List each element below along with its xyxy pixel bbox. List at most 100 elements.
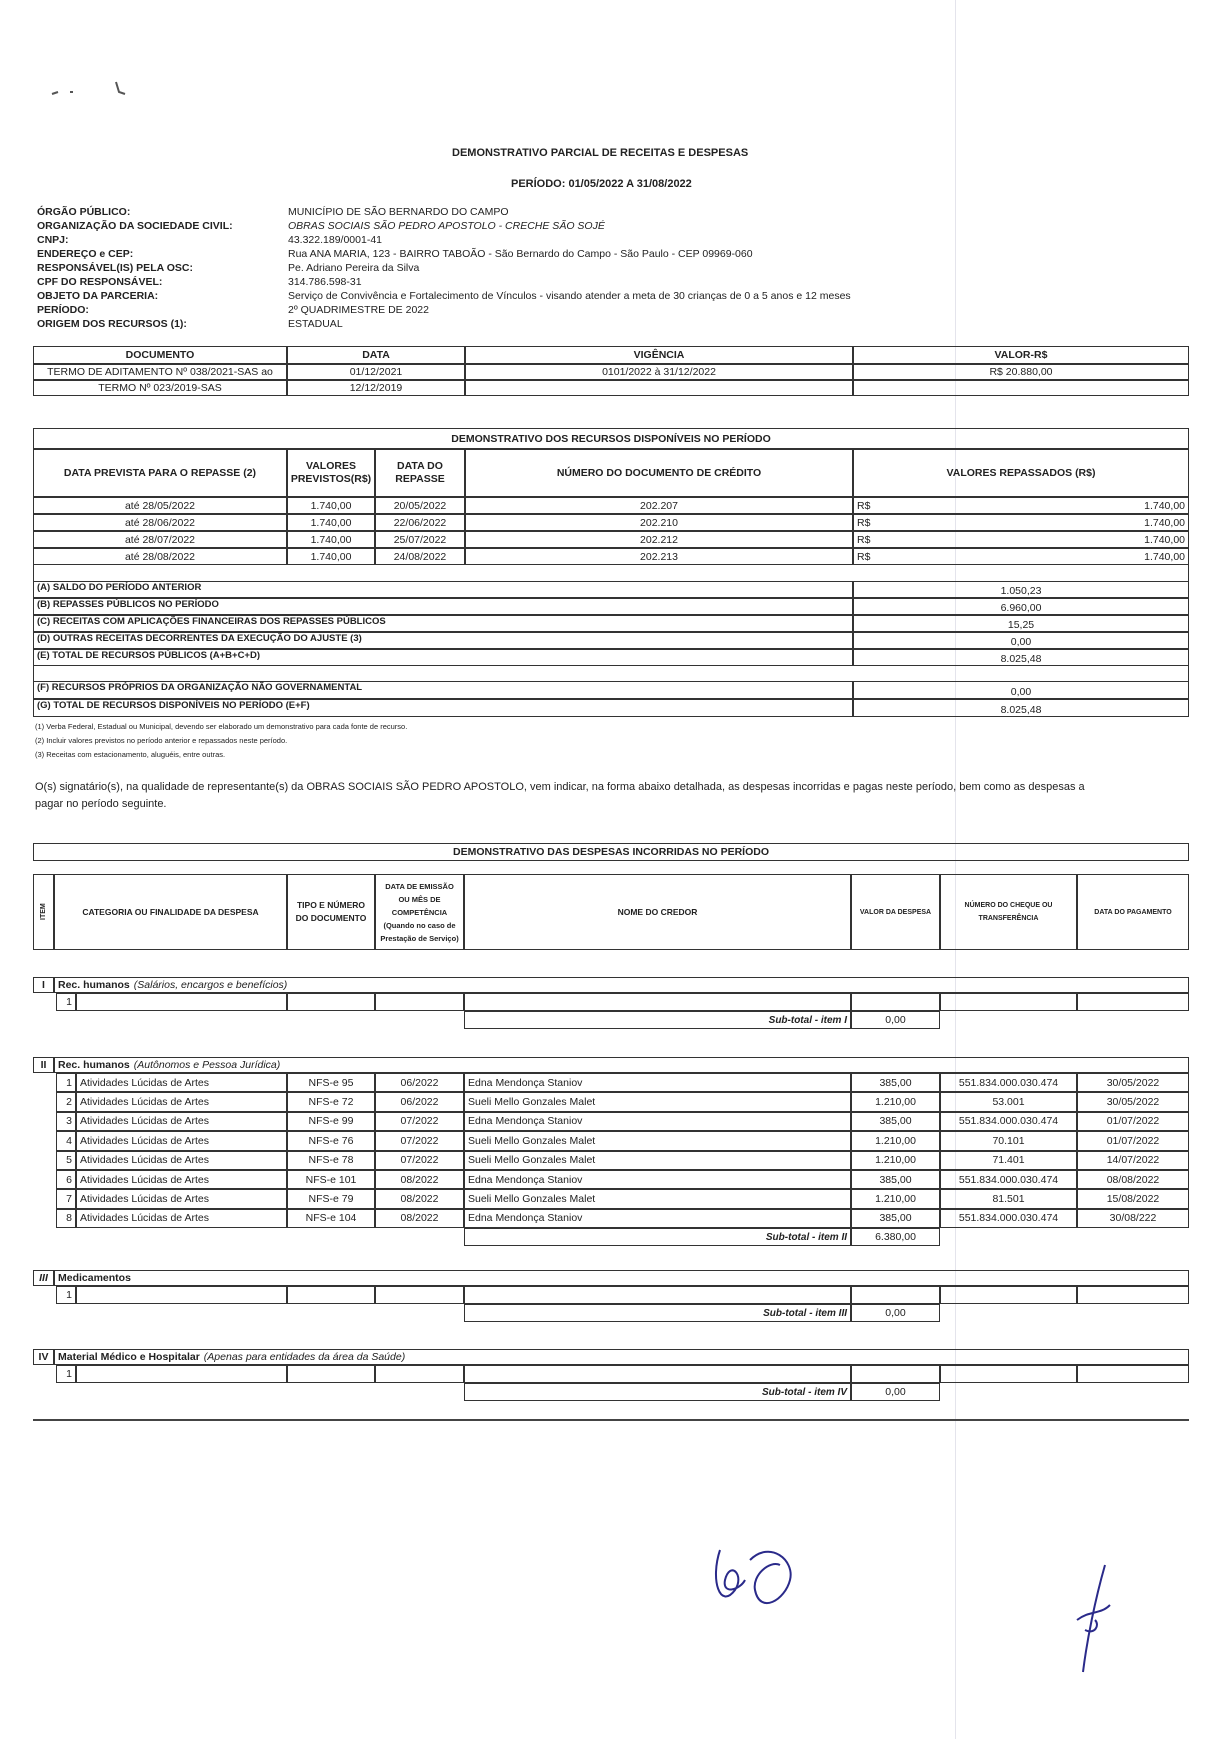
expense-cell: 1 bbox=[56, 1073, 76, 1093]
period-header: PERÍODO: 01/05/2022 A 31/08/2022 bbox=[511, 178, 692, 190]
expense-cell: 14/07/2022 bbox=[1077, 1150, 1189, 1170]
doc-cell: R$ 20.880,00 bbox=[853, 364, 1189, 380]
expense-cell: 30/05/2022 bbox=[1077, 1073, 1189, 1093]
spacer bbox=[33, 565, 1189, 581]
recursos-cell: 1.740,00 bbox=[287, 531, 375, 548]
expense-cell: 385,00 bbox=[851, 1170, 940, 1190]
doc-cell: TERMO DE ADITAMENTO Nº 038/2021-SAS ao bbox=[33, 364, 287, 380]
expense-cell: 551.834.000.030.474 bbox=[940, 1111, 1077, 1132]
summary-label: (C) RECEITAS COM APLICAÇÕES FINANCEIRAS … bbox=[33, 615, 853, 632]
expense-cell: Edna Mendonça Staniov bbox=[464, 1073, 851, 1093]
recursos-cell: 20/05/2022 bbox=[375, 497, 465, 514]
recursos-cell: 25/07/2022 bbox=[375, 531, 465, 548]
expense-cell bbox=[851, 1286, 940, 1304]
info-label: ORGANIZAÇÃO DA SOCIEDADE CIVIL: bbox=[37, 220, 233, 232]
info-value: OBRAS SOCIAIS SÃO PEDRO APOSTOLO - CRECH… bbox=[288, 220, 605, 232]
expense-cell: 385,00 bbox=[851, 1073, 940, 1093]
summary-label: (F) RECURSOS PRÓPRIOS DA ORGANIZAÇÃO NÃO… bbox=[33, 681, 853, 699]
expense-cell: Sueli Mello Gonzales Malet bbox=[464, 1150, 851, 1170]
doc-header: DOCUMENTO bbox=[33, 346, 287, 364]
expense-cell bbox=[464, 1286, 851, 1304]
despesas-title: DEMONSTRATIVO DAS DESPESAS INCORRIDAS NO… bbox=[33, 843, 1189, 861]
recursos-header: NÚMERO DO DOCUMENTO DE CRÉDITO bbox=[465, 449, 853, 497]
subtotal-label: Sub-total - item I bbox=[464, 1011, 851, 1029]
doc-cell: 01/12/2021 bbox=[287, 364, 465, 380]
expense-cell bbox=[1077, 993, 1189, 1011]
section-header: Material Médico e Hospitalar (Apenas para… bbox=[54, 1349, 1189, 1365]
section-title: Material Médico e Hospitalar bbox=[58, 1351, 200, 1363]
section-numeral: II bbox=[33, 1057, 54, 1073]
expense-cell: 1.210,00 bbox=[851, 1150, 940, 1170]
expense-cell bbox=[464, 1365, 851, 1383]
expense-cell: Sueli Mello Gonzales Malet bbox=[464, 1189, 851, 1209]
statement-paragraph: O(s) signatário(s), na qualidade de repr… bbox=[35, 781, 1085, 793]
expense-cell: Sueli Mello Gonzales Malet bbox=[464, 1131, 851, 1151]
expense-cell: NFS-e 79 bbox=[287, 1189, 375, 1209]
section-header: Rec. humanos (Autônomos e Pessoa Jurídica… bbox=[54, 1057, 1189, 1073]
summary-label: (D) OUTRAS RECEITAS DECORRENTES DA EXECU… bbox=[33, 632, 853, 649]
expense-cell: Atividades Lúcidas de Artes bbox=[76, 1170, 287, 1190]
doc-cell bbox=[853, 380, 1189, 396]
expense-cell: Atividades Lúcidas de Artes bbox=[76, 1189, 287, 1209]
info-value: Serviço de Convivência e Fortalecimento … bbox=[288, 290, 851, 302]
despesas-header: DATA DE EMISSÃO OU MÊS DE COMPETÊNCIA (Q… bbox=[375, 874, 464, 950]
expense-cell: 5 bbox=[56, 1150, 76, 1170]
recursos-value: R$ bbox=[857, 516, 871, 529]
info-label: CNPJ: bbox=[37, 234, 69, 246]
expense-cell: Sueli Mello Gonzales Malet bbox=[464, 1092, 851, 1112]
recursos-cell: até 28/07/2022 bbox=[33, 531, 287, 548]
section-numeral: III bbox=[33, 1270, 54, 1286]
expense-cell: 2 bbox=[56, 1092, 76, 1112]
summary-value: 8.025,48 bbox=[853, 649, 1189, 666]
expense-cell bbox=[287, 1365, 375, 1383]
despesas-header: NÚMERO DO CHEQUE OU TRANSFERÊNCIA bbox=[940, 874, 1077, 950]
spacer bbox=[33, 666, 1189, 681]
recursos-cell: 202.207 bbox=[465, 497, 853, 514]
summary-value: 15,25 bbox=[853, 615, 1189, 632]
expense-cell: Edna Mendonça Staniov bbox=[464, 1170, 851, 1190]
despesas-header: ITEM bbox=[33, 874, 54, 950]
signature-2 bbox=[1076, 1564, 1111, 1673]
expense-cell: 53.001 bbox=[940, 1092, 1077, 1112]
expense-cell: Atividades Lúcidas de Artes bbox=[76, 1150, 287, 1170]
recursos-value: 1.740,00 bbox=[1144, 550, 1185, 563]
expense-cell bbox=[940, 993, 1077, 1011]
expense-cell: 551.834.000.030.474 bbox=[940, 1170, 1077, 1190]
recursos-value: 1.740,00 bbox=[1144, 499, 1185, 512]
expense-cell: 551.834.000.030.474 bbox=[940, 1073, 1077, 1093]
expense-cell: 07/2022 bbox=[375, 1131, 464, 1151]
recursos-cell: 1.740,00 bbox=[287, 514, 375, 531]
valor-repassado-cell: R$ 1.740,00 bbox=[853, 531, 1189, 548]
subtotal-value: 6.380,00 bbox=[851, 1228, 940, 1247]
section-numeral: I bbox=[33, 977, 54, 993]
summary-label: (E) TOTAL DE RECURSOS PÚBLICOS (A+B+C+D) bbox=[33, 649, 853, 666]
expense-cell: 1 bbox=[56, 1365, 76, 1383]
recursos-cell: 202.210 bbox=[465, 514, 853, 531]
summary-value: 6.960,00 bbox=[853, 598, 1189, 615]
subtotal-label: Sub-total - item III bbox=[464, 1304, 851, 1322]
expense-cell: Atividades Lúcidas de Artes bbox=[76, 1208, 287, 1229]
despesas-header: NOME DO CREDOR bbox=[464, 874, 851, 950]
expense-cell bbox=[375, 993, 464, 1011]
summary-value: 0,00 bbox=[853, 681, 1189, 699]
expense-cell: 08/2022 bbox=[375, 1208, 464, 1229]
recursos-header: DATA PREVISTA PARA O REPASSE (2) bbox=[33, 449, 287, 497]
summary-value: 8.025,48 bbox=[853, 699, 1189, 717]
expense-cell: NFS-e 78 bbox=[287, 1150, 375, 1170]
expense-cell bbox=[76, 993, 287, 1011]
valor-repassado-cell: R$ 1.740,00 bbox=[853, 497, 1189, 514]
info-label: ORIGEM DOS RECURSOS (1): bbox=[37, 318, 187, 330]
recursos-cell: até 28/05/2022 bbox=[33, 497, 287, 514]
despesas-header: CATEGORIA OU FINALIDADE DA DESPESA bbox=[54, 874, 287, 950]
statement-paragraph: pagar no período seguinte. bbox=[35, 798, 167, 810]
scan-marks bbox=[51, 81, 126, 95]
expense-cell: 06/2022 bbox=[375, 1073, 464, 1093]
summary-label: (A) SALDO DO PERÍODO ANTERIOR bbox=[33, 581, 853, 598]
expense-cell bbox=[287, 1286, 375, 1304]
doc-cell: 0101/2022 à 31/12/2022 bbox=[465, 364, 853, 380]
summary-label: (G) TOTAL DE RECURSOS DISPONÍVEIS NO PER… bbox=[33, 699, 853, 717]
footnote: (2) Incluir valores previstos no período… bbox=[35, 736, 288, 745]
signature-1 bbox=[714, 1549, 792, 1604]
scan-artifact-line bbox=[955, 0, 956, 1739]
recursos-header: VALORES PREVISTOS(R$) bbox=[287, 449, 375, 497]
